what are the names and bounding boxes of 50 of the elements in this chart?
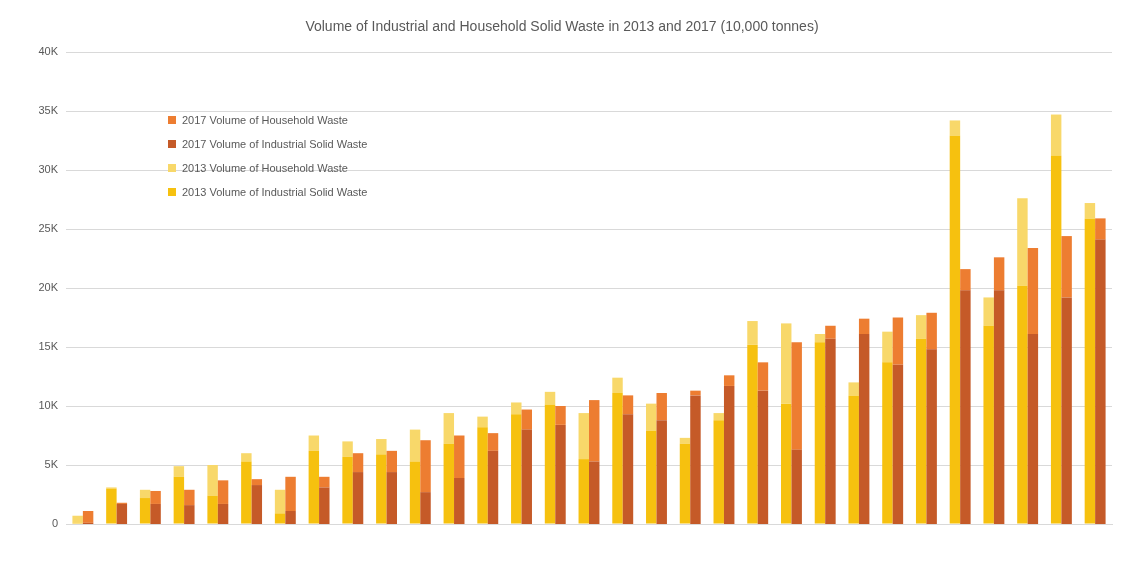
bar (1050, 114, 1062, 156)
chart-title: Volume of Industrial and Household Solid Waste in 2013 and 2017 (10,000 tonnes) (304, 18, 820, 34)
bar (376, 439, 387, 455)
y-tick-label: 40K (38, 45, 59, 58)
bar (173, 476, 185, 524)
y-tick-label: 15K (38, 340, 59, 353)
bar (757, 362, 769, 391)
legend-label: 2013 Volume of Household Waste (182, 162, 348, 174)
bar (825, 325, 836, 339)
bar (443, 413, 455, 444)
bar (858, 318, 870, 335)
y-tick-label: 5K (44, 458, 59, 471)
bar (477, 416, 488, 428)
bar (1017, 198, 1028, 286)
y-tick-label: 35K (38, 104, 59, 117)
bar (555, 406, 566, 425)
legend-label: 2017 Volume of Household Waste (182, 114, 348, 126)
bar (747, 321, 758, 345)
legend-label: 2013 Volume of Industrial Solid Waste (182, 186, 368, 198)
y-tick-label: 25K (38, 222, 59, 235)
bar (679, 437, 691, 444)
bar (993, 257, 1005, 291)
bar (251, 479, 263, 486)
bar (612, 377, 623, 394)
bar (690, 390, 701, 396)
bar (1061, 236, 1072, 298)
y-tick-label: 20K (38, 281, 59, 294)
bar (173, 466, 185, 477)
bar (723, 375, 735, 386)
y-tick-label: 30K (38, 163, 59, 176)
bar (848, 382, 859, 396)
bar (319, 476, 330, 488)
bar (713, 413, 724, 421)
bar (622, 395, 634, 415)
bar (241, 453, 252, 462)
bar (487, 433, 499, 451)
bar (342, 441, 353, 457)
y-tick-label: 10K (38, 399, 59, 412)
bar (1084, 203, 1096, 219)
bar (983, 297, 994, 326)
bar (308, 435, 320, 451)
bar (960, 269, 971, 291)
bar (352, 453, 364, 473)
y-tick-label: 0 (51, 517, 58, 530)
legend-label: 2017 Volume of Industrial Solid Waste (182, 138, 368, 150)
bar (511, 402, 522, 415)
bar (1095, 218, 1106, 240)
bar (521, 409, 532, 430)
bar (544, 391, 556, 405)
bar (949, 120, 961, 136)
